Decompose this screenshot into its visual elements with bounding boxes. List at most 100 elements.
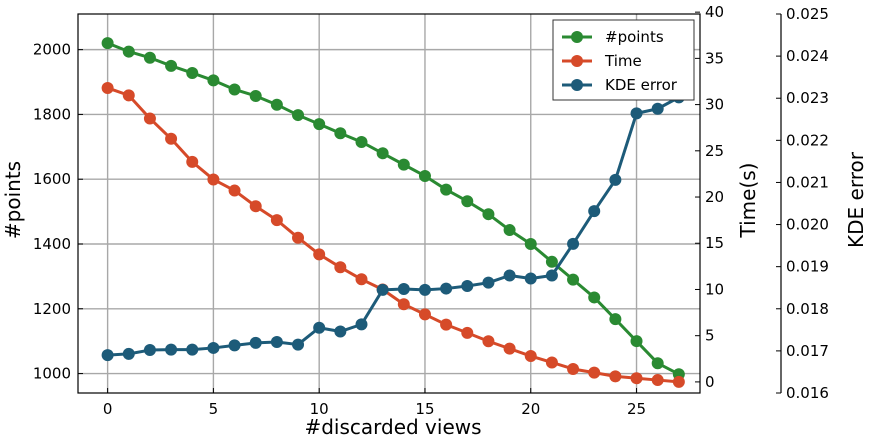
x-tick-label: 20 — [521, 400, 540, 418]
x-tick-label: 10 — [310, 400, 329, 418]
data-point — [270, 336, 283, 349]
left-tick-label: 1600 — [33, 170, 71, 188]
time-tick-label: 30 — [705, 96, 724, 114]
data-point — [334, 127, 347, 140]
x-tick-label: 25 — [627, 400, 646, 418]
data-point — [482, 208, 495, 221]
data-point — [651, 374, 664, 387]
data-point — [397, 298, 410, 311]
data-point — [101, 349, 114, 362]
kde-tick-label: 0.021 — [786, 173, 829, 191]
data-point — [651, 102, 664, 115]
data-point — [524, 272, 537, 285]
data-point — [165, 59, 178, 72]
data-point — [418, 308, 431, 321]
data-point — [186, 155, 199, 168]
data-point — [567, 362, 580, 375]
left-axis-title: #points — [1, 161, 25, 239]
data-point — [355, 273, 368, 286]
data-point — [588, 205, 601, 218]
data-point — [609, 173, 622, 186]
left-tick-label: 1000 — [33, 365, 71, 383]
legend-label-kde: KDE error — [605, 76, 678, 94]
data-point — [313, 321, 326, 334]
data-point — [630, 335, 643, 348]
kde-tick-label: 0.023 — [786, 89, 829, 107]
data-point — [503, 269, 516, 282]
data-point — [503, 224, 516, 237]
data-point — [186, 66, 199, 79]
data-point — [440, 183, 453, 196]
legend-label-points: #points — [605, 28, 664, 46]
x-axis-title: #discarded views — [304, 415, 481, 439]
data-point — [440, 282, 453, 295]
plot-frame — [77, 13, 701, 394]
left-tick-label: 1200 — [33, 300, 71, 318]
left-tick-label: 2000 — [33, 41, 71, 59]
time-tick-label: 20 — [705, 188, 724, 206]
series-line — [107, 86, 679, 384]
series-1 — [101, 81, 685, 388]
data-point — [292, 231, 305, 244]
data-point — [334, 261, 347, 274]
time-tick-label: 40 — [705, 3, 724, 21]
data-point — [609, 313, 622, 326]
data-point — [143, 344, 156, 357]
data-point — [207, 74, 220, 87]
data-point — [143, 51, 156, 64]
kde-axis-title: KDE error — [844, 151, 868, 248]
data-point — [292, 338, 305, 351]
data-point — [207, 173, 220, 186]
data-point — [482, 276, 495, 289]
x-tick-label: 0 — [103, 400, 113, 418]
data-point — [503, 342, 516, 355]
data-point — [482, 335, 495, 348]
time-tick-label: 10 — [705, 280, 724, 298]
legend-marker-time — [571, 55, 583, 67]
time-axis-title: Time(s) — [736, 163, 760, 239]
data-point — [567, 237, 580, 250]
time-tick-label: 0 — [705, 373, 715, 391]
data-point — [524, 237, 537, 250]
left-tick-label: 1400 — [33, 235, 71, 253]
data-point — [313, 248, 326, 261]
kde-tick-label: 0.018 — [786, 300, 829, 318]
kde-tick-label: 0.017 — [786, 342, 829, 360]
data-point — [165, 343, 178, 356]
left-tick-label: 1800 — [33, 105, 71, 123]
data-point — [545, 356, 558, 369]
data-point — [418, 283, 431, 296]
data-point — [376, 283, 389, 296]
data-point — [461, 195, 474, 208]
data-point — [651, 357, 664, 370]
data-point — [249, 200, 262, 213]
outer-right-axis: 0.016 0.017 0.018 0.019 0.020 0.021 0.022 0.023… — [776, 5, 829, 402]
data-point — [122, 347, 135, 360]
data-point — [249, 336, 262, 349]
data-point — [630, 107, 643, 120]
data-point — [122, 45, 135, 58]
data-point — [165, 132, 178, 145]
legend-marker-points — [571, 31, 583, 43]
series-layer — [101, 37, 685, 388]
time-tick-label: 35 — [705, 49, 724, 67]
data-point — [545, 255, 558, 268]
series-line — [107, 41, 680, 376]
data-point — [313, 118, 326, 131]
kde-tick-label: 0.016 — [786, 384, 829, 402]
kde-tick-label: 0.024 — [786, 47, 829, 65]
data-point — [609, 370, 622, 383]
kde-tick-label: 0.020 — [786, 216, 829, 234]
data-point — [588, 366, 601, 379]
x-tick-label: 15 — [415, 400, 434, 418]
data-point — [461, 280, 474, 293]
kde-tick-label: 0.025 — [786, 5, 829, 23]
data-point — [292, 109, 305, 122]
data-point — [355, 135, 368, 148]
data-point — [101, 37, 114, 50]
data-point — [630, 372, 643, 385]
data-point — [397, 282, 410, 295]
data-point — [461, 326, 474, 339]
time-tick-label: 5 — [705, 327, 715, 345]
legend: #points Time KDE error — [552, 19, 695, 101]
